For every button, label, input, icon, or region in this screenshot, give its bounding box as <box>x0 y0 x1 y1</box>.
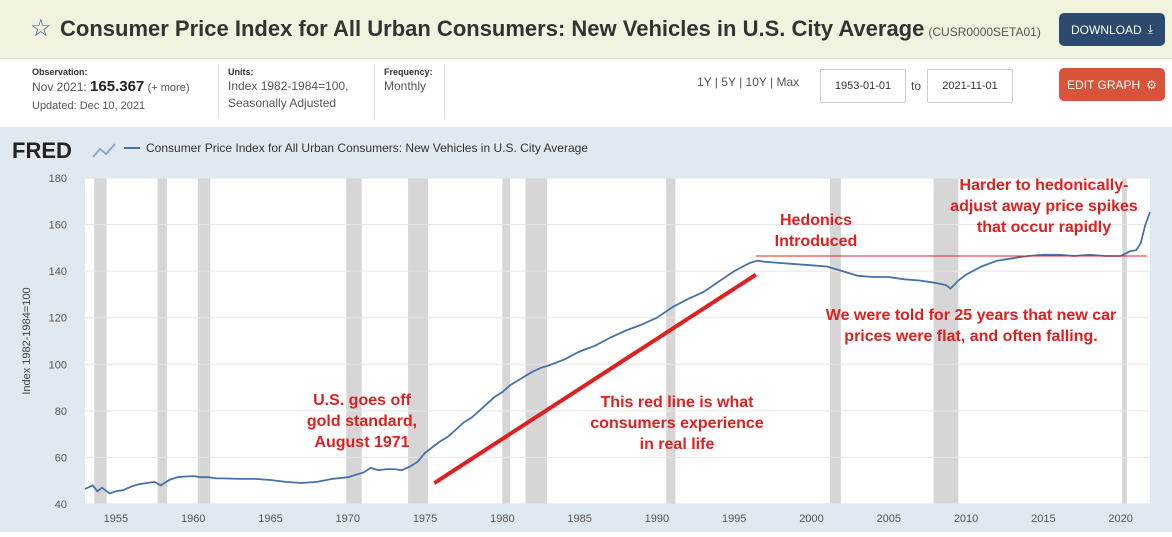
annotation-gold-standard: U.S. goes off gold standard, August 1971 <box>307 392 417 451</box>
series-id: (CUSR0000SETA01) <box>928 25 1041 39</box>
x-tick-label: 2000 <box>799 513 823 525</box>
observation-more-link[interactable]: (+ more) <box>147 82 190 94</box>
download-icon: ⤓ <box>1147 22 1153 36</box>
frequency-value: Monthly <box>384 79 427 93</box>
x-tick-label: 1970 <box>336 513 360 525</box>
observation-value: 165.367 <box>90 78 145 95</box>
download-label: DOWNLOAD <box>1071 22 1142 37</box>
fred-logo: FRED <box>12 138 72 163</box>
series-title: Consumer Price Index for All Urban Consu… <box>60 16 1041 42</box>
y-tick-label: 60 <box>55 452 67 464</box>
fred-logo-chart-icon <box>92 143 116 158</box>
recession-band <box>666 178 676 504</box>
series-line <box>84 211 1151 495</box>
y-tick-label: 100 <box>49 359 67 371</box>
recession-band <box>157 178 167 504</box>
legend-label: Consumer Price Index for All Urban Consu… <box>146 141 588 155</box>
recession-band <box>408 178 429 504</box>
y-tick-label: 120 <box>49 313 67 325</box>
recession-band <box>502 178 511 504</box>
range-10y[interactable]: 10Y <box>745 75 767 89</box>
y-tick-label: 40 <box>55 499 67 511</box>
chart-area: FRED Consumer Price Index for All Urban C… <box>0 127 1172 532</box>
x-tick-label: 1980 <box>490 513 514 525</box>
recession-band <box>346 178 362 504</box>
recession-band <box>830 178 841 504</box>
edit-graph-label: EDIT GRAPH <box>1067 77 1141 92</box>
units-line1: Index 1982-1984=100, <box>228 79 349 93</box>
observation-date: Nov 2021: <box>32 80 87 94</box>
x-tick-label: 1960 <box>181 513 205 525</box>
x-tick-label: 1965 <box>258 513 282 525</box>
recession-band <box>94 178 107 504</box>
range-5y[interactable]: 5Y <box>721 75 736 89</box>
edit-graph-button[interactable]: EDIT GRAPH ⚙ <box>1059 68 1165 101</box>
recession-band <box>1122 178 1127 504</box>
divider <box>444 64 445 119</box>
annotation-hedonics: Hedonics Introduced <box>775 212 858 250</box>
fred-chart: FRED Consumer Price Index for All Urban C… <box>12 138 1151 525</box>
divider <box>374 64 375 119</box>
recession-band <box>525 178 548 504</box>
x-tick-label: 1995 <box>722 513 746 525</box>
recession-band <box>197 178 211 504</box>
range-max[interactable]: Max <box>776 75 800 89</box>
annotation-flat-prices: We were told for 25 years that new car pr… <box>826 307 1116 345</box>
units-label: Units: <box>228 67 254 77</box>
gear-icon: ⚙ <box>1146 77 1157 92</box>
x-tick-label: 1975 <box>413 513 437 525</box>
recession-band <box>933 178 959 504</box>
start-date-input[interactable]: 1953-01-01 <box>820 69 906 103</box>
y-tick-label: 180 <box>49 173 67 185</box>
x-tick-label: 1955 <box>104 513 128 525</box>
x-tick-label: 1985 <box>567 513 591 525</box>
x-tick-label: 2005 <box>877 513 901 525</box>
red-trend-line <box>433 272 757 485</box>
x-tick-label: 2015 <box>1031 513 1055 525</box>
title-bar: ☆ Consumer Price Index for All Urban Con… <box>0 0 1172 59</box>
end-date-input[interactable]: 2021-11-01 <box>927 69 1013 103</box>
y-axis-label: Index 1982-1984=100 <box>21 287 33 394</box>
observation-block: Observation: Nov 2021: 165.367 (+ more) … <box>32 66 190 115</box>
range-1y[interactable]: 1Y <box>697 75 712 89</box>
annotation-red-line: This red line is what consumers experienc… <box>590 394 764 453</box>
annotation-price-spikes: Harder to hedonically-adjust away price … <box>950 177 1138 236</box>
range-selector: 1Y | 5Y | 10Y | Max <box>697 75 800 89</box>
frequency-block: Frequency: Monthly <box>384 66 433 95</box>
units-block: Units: Index 1982-1984=100, Seasonally A… <box>228 66 348 112</box>
series-title-text: Consumer Price Index for All Urban Consu… <box>60 16 925 41</box>
y-tick-label: 140 <box>49 266 67 278</box>
plot-area <box>85 178 1150 504</box>
x-tick-label: 2020 <box>1108 513 1132 525</box>
frequency-label: Frequency: <box>384 67 433 77</box>
x-tick-label: 1990 <box>645 513 669 525</box>
updated-date: Updated: Dec 10, 2021 <box>32 100 146 112</box>
x-tick-label: 2010 <box>954 513 978 525</box>
observation-label: Observation: <box>32 67 88 77</box>
y-tick-label: 160 <box>49 220 67 232</box>
units-line2: Seasonally Adjusted <box>228 96 337 110</box>
divider <box>218 64 219 119</box>
to-label: to <box>911 79 922 93</box>
download-button[interactable]: DOWNLOAD ⤓ <box>1059 13 1165 46</box>
y-tick-label: 80 <box>55 406 67 418</box>
star-icon[interactable]: ☆ <box>30 15 52 42</box>
